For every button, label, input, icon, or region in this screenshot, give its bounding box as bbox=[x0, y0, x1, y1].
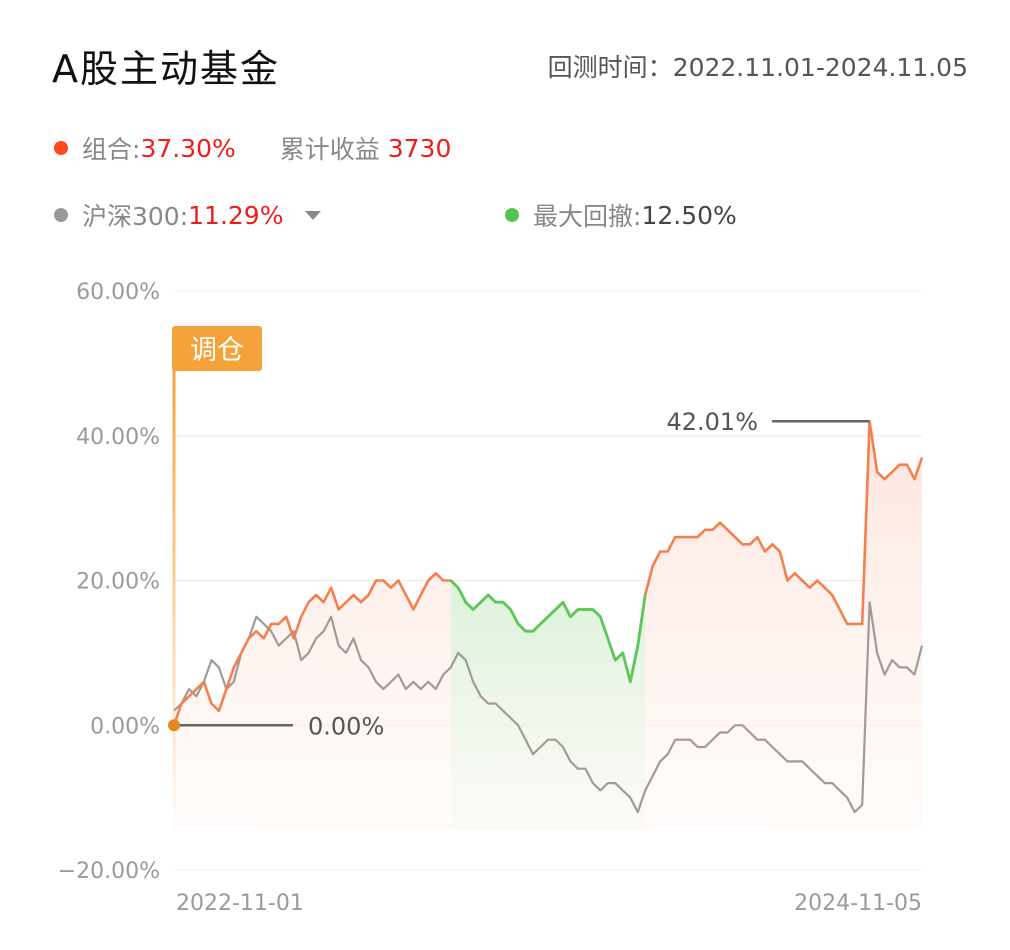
drawdown-label: 最大回撤: bbox=[533, 202, 642, 231]
benchmark-line bbox=[173, 601, 924, 814]
drawdown-value: 12.50% bbox=[641, 200, 737, 230]
drawdown-dot-icon bbox=[505, 208, 519, 222]
y-tick-label: 20.00% bbox=[76, 570, 160, 595]
drawdown-line bbox=[449, 579, 647, 684]
benchmark-label: 沪深300: bbox=[82, 202, 189, 231]
rebalance-tag bbox=[172, 326, 262, 371]
start-value-label: 0.00% bbox=[308, 712, 384, 740]
drawdown-area bbox=[450, 580, 646, 830]
portfolio-label: 组合: bbox=[82, 135, 141, 164]
period-label: 回测时间： bbox=[547, 53, 673, 82]
page-title: A股主动基金 bbox=[52, 47, 280, 91]
benchmark-stat[interactable]: 沪深300: 11.29% bbox=[54, 197, 322, 233]
y-tick-label: 60.00% bbox=[76, 280, 160, 305]
cumulative-value: 3730 bbox=[387, 133, 452, 163]
rebalance-tag-label: 调仓 bbox=[190, 335, 244, 366]
start-point bbox=[168, 719, 180, 732]
peak-value-label: 42.01% bbox=[666, 408, 758, 436]
y-tick-label: 40.00% bbox=[76, 425, 160, 450]
chevron-down-icon[interactable] bbox=[305, 210, 322, 220]
cumulative-label: 累计收益 bbox=[279, 135, 380, 164]
y-tick-label: 0.00% bbox=[90, 714, 160, 739]
portfolio-stat: 组合: 37.30% 累计收益 3730 bbox=[54, 130, 451, 166]
benchmark-value: 11.29% bbox=[188, 200, 284, 230]
period-value: 2022.11.01-2024.11.05 bbox=[672, 53, 968, 82]
portfolio-value: 37.30% bbox=[140, 133, 236, 163]
drawdown-stat: 最大回撤: 12.50% bbox=[505, 197, 737, 233]
y-tick-label: −20.00% bbox=[58, 859, 160, 884]
benchmark-dot-icon bbox=[54, 208, 68, 222]
x-tick-label: 2024-11-05 bbox=[794, 891, 922, 916]
x-tick-label: 2022-11-01 bbox=[176, 891, 304, 916]
rebalance-marker bbox=[172, 365, 176, 830]
backtest-period: 回测时间：2022.11.01-2024.11.05 bbox=[548, 48, 968, 84]
portfolio-dot-icon bbox=[54, 141, 68, 155]
